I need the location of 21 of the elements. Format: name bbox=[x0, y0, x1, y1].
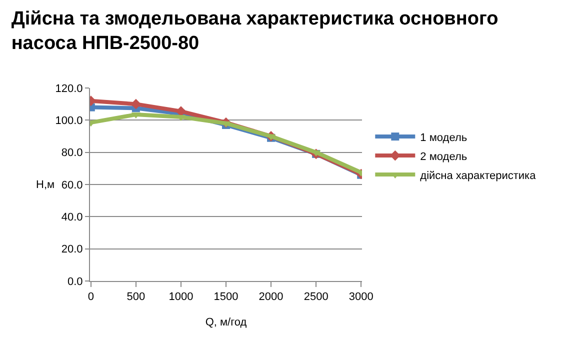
x-axis-title: Q, м/год bbox=[205, 316, 248, 328]
y-tick-label: 40.0 bbox=[61, 212, 83, 224]
legend-label: 1 модель bbox=[420, 132, 468, 144]
x-tick-label: 2500 bbox=[304, 291, 328, 304]
x-tick-label: 1500 bbox=[214, 291, 238, 304]
x-tick-label: 3000 bbox=[348, 291, 374, 304]
point bbox=[130, 98, 142, 110]
y-axis-title: Н,м bbox=[36, 179, 55, 191]
y-tick-label: 0.0 bbox=[68, 276, 83, 288]
legend-label: дійсна характеристика bbox=[420, 170, 537, 182]
y-tick-label: 80.0 bbox=[61, 147, 83, 160]
chart-title: Дійсна та змодельована характеристика основного насоса НПВ-2500-80 bbox=[11, 8, 498, 54]
x-tick-label: 1000 bbox=[168, 291, 194, 304]
x-tick-label: 0 bbox=[88, 291, 94, 304]
y-tick-label: 120.0 bbox=[55, 82, 83, 95]
y-tick-label: 100.0 bbox=[55, 115, 83, 128]
y-tick-label: 60.0 bbox=[61, 179, 83, 192]
legend-label: 2 модель bbox=[420, 150, 468, 163]
x-tick-label: 500 bbox=[126, 291, 146, 304]
x-tick-label: 2000 bbox=[258, 291, 284, 304]
y-tick-label: 20.0 bbox=[61, 244, 83, 256]
